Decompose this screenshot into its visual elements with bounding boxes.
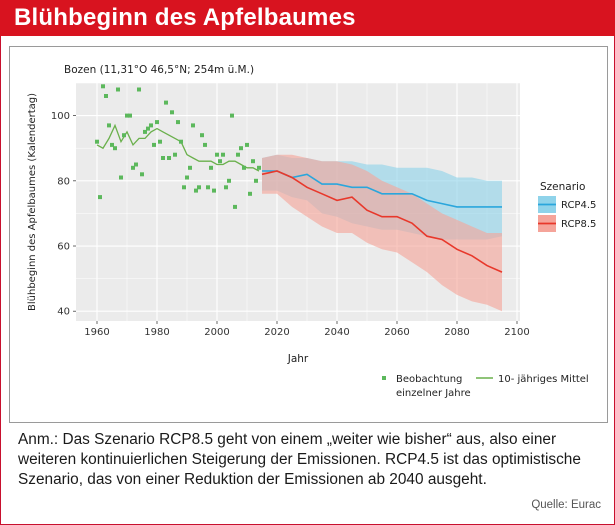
observation-point bbox=[194, 188, 198, 193]
observation-point bbox=[104, 94, 108, 98]
observation-point bbox=[128, 113, 132, 118]
observation-point bbox=[227, 178, 231, 183]
x-axis-label: Jahr bbox=[287, 353, 309, 365]
observation-point bbox=[257, 165, 261, 170]
observation-point bbox=[239, 146, 243, 151]
observation-point bbox=[209, 165, 213, 170]
observation-point bbox=[101, 84, 105, 89]
line-rcp45 bbox=[262, 170, 502, 208]
observation-points bbox=[95, 84, 261, 209]
observation-point bbox=[173, 152, 177, 157]
observation-point bbox=[212, 188, 216, 193]
x-tick-label: 2060 bbox=[384, 327, 409, 338]
legend-mean-label: 10- jähriges Mittel bbox=[498, 374, 589, 385]
chart-title: Bozen (11,31°O 46,5°N; 254m ü.M.) bbox=[64, 64, 254, 76]
observation-point bbox=[176, 120, 180, 125]
observation-point bbox=[236, 152, 240, 157]
observation-point bbox=[116, 87, 120, 92]
observation-point bbox=[254, 178, 258, 183]
observation-point bbox=[191, 123, 195, 128]
x-tick-label: 1980 bbox=[144, 327, 169, 338]
observation-point bbox=[206, 185, 210, 190]
title-bar: Blühbeginn des Apfelbaumes bbox=[0, 0, 615, 36]
observation-point bbox=[161, 156, 165, 160]
observation-point bbox=[155, 120, 159, 125]
observation-point bbox=[122, 133, 126, 138]
observation-point bbox=[113, 146, 117, 151]
y-tick-label: 40 bbox=[57, 307, 70, 318]
observation-point bbox=[140, 172, 144, 177]
source-label: Quelle: Eurac bbox=[531, 499, 601, 511]
observation-point bbox=[164, 100, 168, 105]
x-tick-label: 2100 bbox=[504, 327, 529, 338]
observation-point bbox=[119, 175, 123, 180]
observation-point bbox=[203, 142, 207, 147]
observation-point bbox=[95, 139, 99, 144]
y-axis-label: Blühbeginn des Apfelbaumes (Kalendertag) bbox=[27, 93, 38, 311]
x-tick-label: 2000 bbox=[204, 327, 229, 338]
x-tick-label: 1960 bbox=[84, 327, 109, 338]
observation-point bbox=[242, 165, 246, 170]
scenario-legend-title: Szenario bbox=[540, 181, 585, 193]
legend-observation-marker bbox=[382, 376, 386, 380]
observation-point bbox=[110, 142, 114, 147]
legend-rcp45-label: RCP4.5 bbox=[561, 200, 596, 211]
y-tick-label: 80 bbox=[57, 176, 70, 187]
observation-point bbox=[182, 185, 186, 190]
observation-point bbox=[131, 165, 135, 170]
legend-observation-label: Beobachtung einzelner Jahre bbox=[396, 374, 471, 399]
observation-point bbox=[251, 159, 255, 164]
y-tick-label: 60 bbox=[57, 242, 70, 253]
observation-point bbox=[230, 113, 234, 118]
observation-point bbox=[185, 175, 189, 180]
observation-point bbox=[218, 159, 222, 164]
observation-point bbox=[224, 185, 228, 190]
annotation-text: Anm.: Das Szenario RCP8.5 geht von einem… bbox=[18, 431, 581, 488]
observation-point bbox=[221, 152, 225, 157]
observation-point bbox=[167, 156, 171, 160]
observation-point bbox=[134, 162, 138, 167]
observation-point bbox=[245, 142, 249, 147]
observation-point bbox=[179, 139, 183, 144]
x-tick-labels: 1960 1980 2000 2020 2040 2060 2080 2100 bbox=[84, 321, 530, 338]
observation-point bbox=[197, 185, 201, 190]
observation-point bbox=[152, 142, 156, 147]
observation-point bbox=[233, 204, 237, 209]
page-title: Blühbeginn des Apfelbaumes bbox=[14, 4, 356, 31]
observation-point bbox=[215, 152, 219, 157]
y-tick-labels: 40 60 80 100 bbox=[51, 111, 76, 318]
y-tick-label: 100 bbox=[51, 111, 70, 122]
observation-point bbox=[170, 110, 174, 115]
observation-point bbox=[107, 123, 111, 128]
observation-point bbox=[200, 133, 204, 138]
x-tick-label: 2020 bbox=[264, 327, 289, 338]
observation-point bbox=[98, 195, 102, 200]
observation-point bbox=[149, 123, 153, 128]
observation-point bbox=[137, 87, 141, 92]
observation-point bbox=[125, 113, 129, 118]
observation-point bbox=[158, 139, 162, 144]
observation-point bbox=[188, 165, 192, 170]
line-rcp85 bbox=[261, 170, 503, 273]
legend-rcp85-label: RCP8.5 bbox=[561, 219, 596, 230]
observation-point bbox=[146, 126, 150, 131]
x-tick-label: 2080 bbox=[444, 327, 469, 338]
observation-point bbox=[143, 129, 147, 134]
observation-point bbox=[248, 191, 252, 196]
x-tick-label: 2040 bbox=[324, 327, 349, 338]
